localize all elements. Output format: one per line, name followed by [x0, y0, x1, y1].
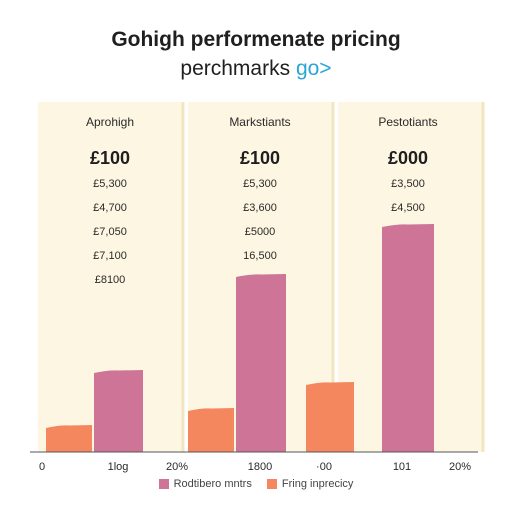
- panel-price-0: £100: [90, 148, 130, 168]
- x-tick-label-5: 101: [393, 461, 411, 473]
- legend-item-orange: Fring inprecicy: [266, 478, 354, 490]
- panel-row-0-0: £5,300: [93, 178, 127, 190]
- bar-5: [382, 224, 434, 452]
- x-tick-label-0: 0: [39, 461, 45, 473]
- legend-item-pink: Rodtibero mntrs: [158, 478, 252, 490]
- panel-row-1-2: £5000: [245, 226, 276, 238]
- bar-0: [46, 425, 92, 452]
- panel-heading-0: Aprohigh: [86, 115, 134, 129]
- panel-row-1-3: 16,500: [243, 250, 277, 262]
- legend-swatch-orange: [266, 479, 277, 489]
- x-tick-label-4: ·00: [316, 461, 332, 473]
- panel-row-0-1: £4,700: [93, 202, 127, 214]
- bar-2: [188, 408, 234, 452]
- panel-heading-1: Markstiants: [229, 115, 290, 129]
- panel-row-2-1: £4,500: [391, 202, 425, 214]
- x-tick-label-2: 20%: [166, 461, 188, 473]
- chart-subtitle: perchmarks go>: [0, 55, 512, 83]
- panel-price-1: £100: [240, 148, 280, 168]
- legend-swatch-pink: [158, 479, 169, 489]
- panel-row-0-3: £7,100: [93, 250, 127, 262]
- chart-title: Gohigh performenate pricing: [111, 28, 401, 51]
- x-tick-label-3: 1800: [248, 461, 272, 473]
- x-tick-label-6: 20%: [449, 461, 471, 473]
- panel-price-2: £000: [388, 148, 428, 168]
- panel-heading-2: Pestotiants: [378, 115, 437, 129]
- panel-row-1-1: £3,600: [243, 202, 277, 214]
- chart-subtitle-text: perchmarks: [180, 57, 291, 80]
- bar-1: [94, 370, 143, 452]
- panel-row-2-0: £3,500: [391, 178, 425, 190]
- bar-4: [306, 382, 354, 452]
- panel-row-0-2: £7,050: [93, 226, 127, 238]
- panel-row-0-4: £8100: [95, 274, 126, 286]
- chart-subtitle-accent: go>: [295, 57, 332, 80]
- panel-row-1-0: £5,300: [243, 178, 277, 190]
- legend-label-orange: Fring inprecicy: [281, 478, 354, 490]
- bar-3: [236, 274, 286, 452]
- legend: Rodtibero mntrs Fring inprecicy: [0, 478, 512, 492]
- legend-label-pink: Rodtibero mntrs: [173, 478, 252, 490]
- x-tick-label-1: 1log: [108, 461, 129, 473]
